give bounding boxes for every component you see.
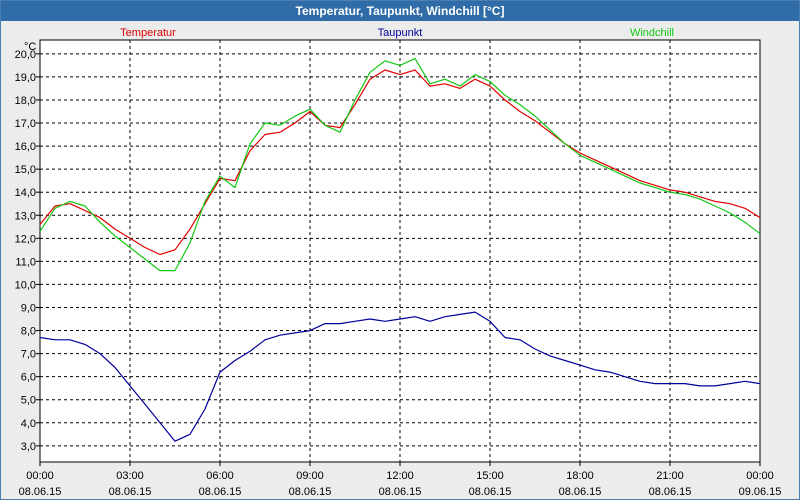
legend-taupunkt: Taupunkt — [378, 27, 423, 39]
x-tick-date: 09.06.15 — [739, 486, 782, 498]
y-tick-label: 17,0 — [15, 118, 36, 130]
y-tick-label: 18,0 — [15, 95, 36, 107]
y-tick-label: 12,0 — [15, 233, 36, 245]
y-tick-label: 14,0 — [15, 187, 36, 199]
series-line-temperatur — [39, 69, 761, 256]
x-tick-time: 12:00 — [386, 470, 414, 482]
x-tick-time: 00:00 — [746, 470, 774, 482]
window-title: Temperatur, Taupunkt, Windchill [°C] — [1, 1, 799, 21]
y-axis: °C 3,0 4,0 5,0 6,0 7,0 8,0 9,0 10,0 11,0 12,0 13,0… — [15, 41, 40, 453]
x-tick-time: 00:00 — [26, 470, 54, 482]
series-line-taupunkt — [39, 311, 761, 442]
x-tick-time: 21:00 — [656, 470, 684, 482]
y-tick-label: 20,0 — [15, 49, 36, 61]
grid — [40, 40, 760, 462]
y-tick-label: 9,0 — [21, 302, 36, 314]
y-tick-label: 11,0 — [15, 256, 36, 268]
x-tick-time: 15:00 — [476, 470, 504, 482]
x-tick-date: 08.06.15 — [469, 486, 512, 498]
x-axis: 00:00 08.06.15 03:00 08.06.15 06:00 08.06.15 0… — [19, 462, 782, 498]
x-tick-date: 08.06.15 — [649, 486, 692, 498]
x-tick-date: 08.06.15 — [379, 486, 422, 498]
legend-temperatur: Temperatur — [120, 27, 176, 39]
x-tick-date: 08.06.15 — [109, 486, 152, 498]
y-tick-label: 4,0 — [21, 418, 36, 430]
y-tick-label: 13,0 — [15, 210, 36, 222]
series-line-windchill — [39, 57, 761, 272]
y-tick-label: 8,0 — [21, 326, 36, 338]
legend: Temperatur Taupunkt Windchill — [120, 27, 674, 39]
legend-windchill: Windchill — [630, 27, 674, 39]
x-tick-date: 08.06.15 — [199, 486, 242, 498]
x-tick-time: 06:00 — [206, 470, 234, 482]
y-tick-label: 5,0 — [21, 395, 36, 407]
y-tick-label: 6,0 — [21, 372, 36, 384]
x-tick-date: 08.06.15 — [289, 486, 332, 498]
x-tick-time: 03:00 — [116, 470, 144, 482]
x-tick-time: 18:00 — [566, 470, 594, 482]
x-tick-date: 08.06.15 — [19, 486, 62, 498]
y-tick-label: 16,0 — [15, 141, 36, 153]
x-tick-date: 08.06.15 — [559, 486, 602, 498]
y-tick-label: 7,0 — [21, 349, 36, 361]
y-axis-unit: °C — [24, 41, 36, 53]
x-tick-time: 09:00 — [296, 470, 324, 482]
series-lines — [39, 57, 761, 442]
y-tick-label: 10,0 — [15, 279, 36, 291]
y-tick-label: 19,0 — [15, 72, 36, 84]
y-tick-label: 15,0 — [15, 164, 36, 176]
y-tick-label: 3,0 — [21, 441, 36, 453]
